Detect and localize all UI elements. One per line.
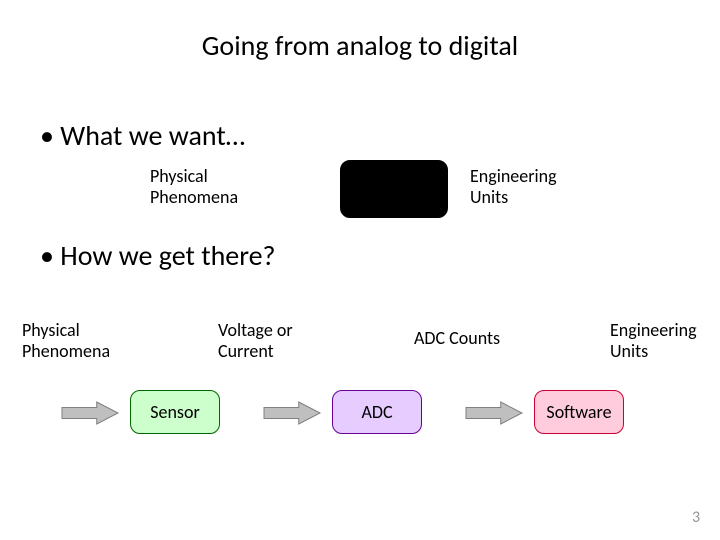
- box-black: [340, 160, 448, 218]
- arrow-2: [466, 402, 522, 424]
- label-row2_volt: Voltage orCurrent: [218, 320, 338, 361]
- label-row1_phys: PhysicalPhenomena: [150, 166, 270, 207]
- arrow-1: [264, 402, 320, 424]
- slide-title: Going from analog to digital: [0, 0, 720, 63]
- box-sensor: Sensor: [130, 390, 220, 434]
- page-number: 3: [692, 508, 700, 527]
- label-row2_eng: EngineeringUnits: [610, 320, 720, 361]
- box-adc: ADC: [332, 390, 422, 434]
- arrow-0: [62, 402, 118, 424]
- label-row2_phys: PhysicalPhenomena: [22, 320, 142, 361]
- box-software: Software: [534, 390, 624, 434]
- bullet-how: • How we get there?: [0, 238, 276, 273]
- label-row1_eng: EngineeringUnits: [470, 166, 590, 207]
- bullet-how-text: How we get there?: [60, 238, 275, 273]
- bullet-want-text: What we want…: [60, 118, 245, 153]
- label-row2_adc: ADC Counts: [414, 328, 534, 349]
- bullet-want: • What we want…: [0, 118, 245, 153]
